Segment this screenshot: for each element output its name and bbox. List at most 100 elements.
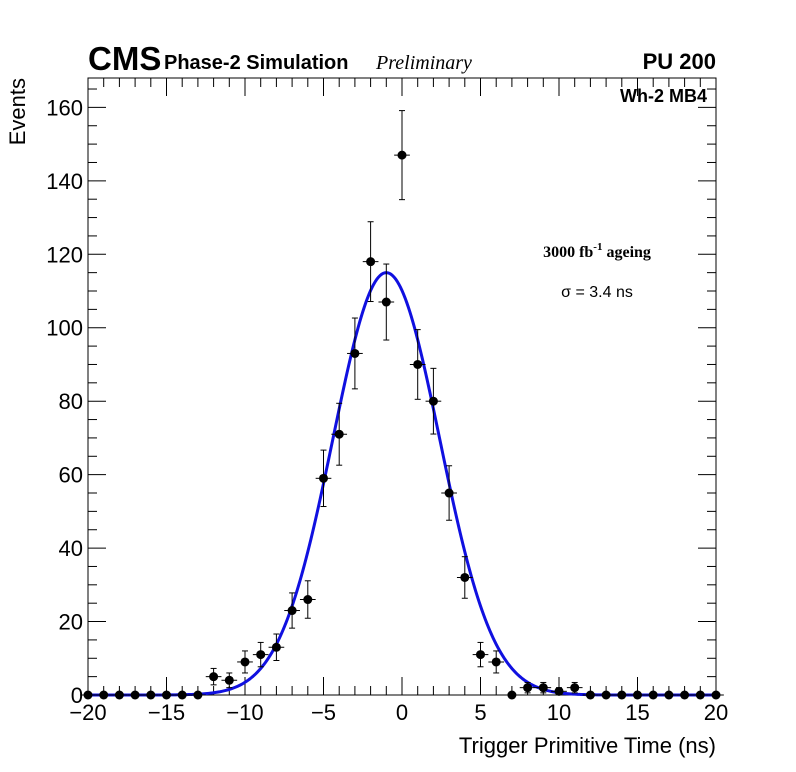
y-tick-label: 20	[59, 610, 83, 635]
data-marker	[585, 690, 595, 700]
data-marker	[554, 686, 564, 696]
y-axis-title: Events	[5, 78, 30, 145]
y-tick-label: 0	[71, 683, 83, 708]
data-point	[441, 465, 457, 521]
data-point	[111, 690, 128, 700]
data-point	[331, 402, 348, 466]
x-axis-title: Trigger Primitive Time (ns)	[459, 733, 716, 758]
data-point	[504, 690, 520, 700]
data-point	[268, 633, 285, 661]
x-tick-label: 5	[474, 700, 486, 725]
data-point	[315, 449, 332, 508]
fit-curve-group	[88, 271, 716, 697]
data-marker	[334, 429, 344, 439]
data-marker	[162, 690, 171, 700]
data-marker	[444, 488, 454, 498]
x-tick-label: −15	[148, 700, 185, 725]
region-label: Wh-2 MB4	[620, 86, 707, 106]
data-marker	[428, 396, 438, 406]
axis-ticks	[87, 78, 717, 696]
x-tick-label: −5	[311, 700, 336, 725]
data-marker	[130, 690, 140, 700]
data-marker	[711, 690, 721, 700]
data-point	[472, 641, 489, 668]
data-point	[551, 686, 567, 696]
data-point	[692, 690, 709, 700]
data-marker	[476, 650, 485, 660]
data-point	[535, 681, 552, 694]
axis-tick-labels: −20 −15 −10 −5 0 5 10 15 20 0 20 40 60 80 100 120 140 160	[46, 95, 728, 725]
x-tick-label: −20	[69, 700, 106, 725]
y-tick-label: 140	[46, 169, 83, 194]
data-point	[80, 690, 96, 700]
y-tick-label: 100	[46, 316, 83, 341]
data-points	[80, 110, 724, 700]
data-marker	[617, 690, 627, 700]
data-point	[645, 690, 662, 700]
data-point	[456, 556, 473, 599]
ageing-annotation: 3000 fb-1 ageing	[543, 241, 651, 261]
data-marker	[177, 690, 187, 700]
data-marker	[83, 690, 93, 700]
data-marker	[240, 657, 250, 667]
data-marker	[256, 650, 266, 660]
data-point	[252, 641, 269, 668]
data-point	[142, 690, 159, 700]
data-marker	[397, 150, 407, 160]
data-marker	[114, 690, 124, 700]
data-point	[613, 690, 630, 700]
data-point	[237, 650, 253, 674]
data-point	[362, 221, 379, 303]
data-marker	[271, 642, 281, 652]
preliminary-label: Preliminary	[375, 52, 472, 74]
data-marker	[664, 690, 674, 700]
data-marker	[570, 683, 580, 693]
data-point	[708, 690, 724, 700]
y-tick-label: 120	[46, 242, 83, 267]
data-marker	[224, 675, 234, 685]
data-point	[582, 690, 599, 700]
data-point	[205, 667, 222, 686]
data-marker	[366, 257, 376, 267]
data-marker	[303, 595, 313, 605]
data-point	[409, 329, 426, 400]
data-marker	[460, 572, 470, 582]
data-marker	[507, 690, 517, 700]
data-marker	[695, 690, 705, 700]
data-marker	[538, 683, 548, 693]
data-point	[425, 367, 442, 435]
data-marker	[680, 690, 690, 700]
data-marker	[209, 672, 219, 682]
data-marker	[287, 606, 297, 616]
data-marker	[413, 359, 423, 369]
data-marker	[350, 348, 360, 358]
simulation-label: Phase-2 Simulation	[164, 52, 349, 74]
data-marker	[99, 690, 109, 700]
data-point	[174, 690, 191, 700]
data-marker	[193, 690, 203, 700]
data-marker	[633, 690, 642, 700]
y-tick-label: 80	[59, 389, 83, 414]
data-marker	[146, 690, 156, 700]
data-point	[519, 681, 536, 694]
data-point	[221, 672, 238, 689]
data-point	[190, 690, 206, 700]
data-point	[284, 592, 300, 629]
data-point	[378, 263, 395, 341]
data-marker	[601, 690, 611, 700]
data-point	[598, 690, 614, 700]
y-tick-label: 160	[46, 95, 83, 120]
sigma-label: σ = 3.4 ns	[561, 284, 633, 301]
data-marker	[648, 690, 658, 700]
pileup-label: PU 200	[643, 49, 716, 74]
data-point	[158, 690, 175, 700]
data-point	[661, 690, 677, 700]
data-point	[95, 690, 112, 700]
data-point	[347, 317, 363, 390]
cms-label: CMS	[88, 40, 161, 77]
data-point	[629, 690, 646, 700]
data-marker	[381, 297, 391, 307]
data-point	[299, 580, 316, 619]
data-marker	[319, 473, 328, 483]
